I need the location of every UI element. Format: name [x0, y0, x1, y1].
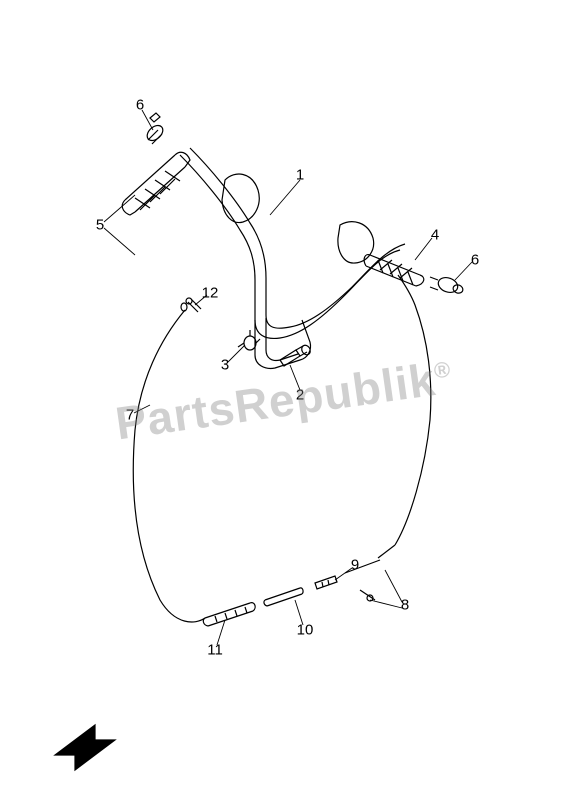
callout-7: 7 — [126, 407, 134, 424]
handlebar — [180, 155, 400, 338]
grip-right — [364, 255, 424, 286]
screw-12 — [186, 298, 201, 312]
callout-9: 9 — [351, 557, 359, 574]
callout-4: 4 — [431, 227, 439, 244]
callout-6b: 6 — [471, 252, 479, 269]
callout-3: 3 — [221, 357, 229, 374]
callout-2: 2 — [296, 387, 304, 404]
throttle-cable — [133, 303, 205, 622]
diagram-svg — [0, 0, 568, 799]
callout-6: 6 — [136, 97, 144, 114]
callout-11: 11 — [207, 642, 223, 659]
cable-right — [395, 275, 431, 545]
cable-boot-11 — [203, 603, 255, 626]
callout-8: 8 — [401, 597, 409, 614]
adjuster-10 — [264, 588, 303, 606]
callout-1: 1 — [296, 167, 304, 184]
bar-end-left — [144, 113, 165, 144]
parts-diagram: 1 2 3 4 5 6 6 7 8 9 10 11 12 PartsRepubl… — [0, 0, 568, 799]
adjuster-9 — [315, 576, 337, 589]
bar-end-right — [430, 275, 464, 295]
callout-10: 10 — [297, 622, 314, 639]
callout-12: 12 — [202, 285, 219, 302]
bolt-3 — [238, 330, 260, 350]
grip-left — [122, 152, 190, 215]
callout-5: 5 — [96, 217, 104, 234]
direction-arrow — [55, 725, 115, 770]
